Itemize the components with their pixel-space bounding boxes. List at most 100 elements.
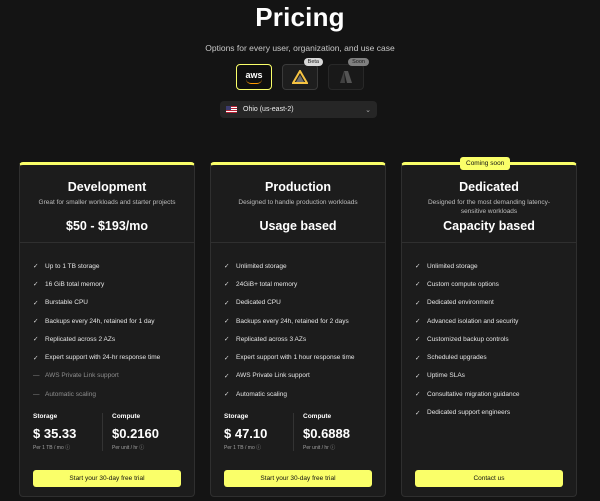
check-icon: ✓ — [33, 299, 39, 307]
contact-us-button[interactable]: Contact us — [415, 470, 563, 487]
check-icon: ✓ — [224, 281, 230, 289]
check-icon: ✓ — [33, 354, 39, 362]
check-icon: ✓ — [415, 281, 421, 289]
feature-item: ✓ Customized backup controls — [415, 335, 509, 344]
cost-breakdown: Storage $ 47.10 Per 1 TB / mo ⓘ Compute … — [224, 413, 372, 451]
check-icon: ✓ — [224, 391, 230, 399]
feature-item: ✓ Up to 1 TB storage — [33, 262, 100, 271]
plan-price: $50 - $193/mo — [66, 219, 148, 233]
feature-list: ✓ Up to 1 TB storage ✓ 16 GiB total memory… — [33, 257, 186, 403]
compute-value: $0.6888 — [303, 426, 350, 441]
check-icon: ✓ — [224, 263, 230, 271]
check-icon: ✓ — [224, 354, 230, 362]
storage-cost: Storage $ 47.10 Per 1 TB / mo ⓘ — [224, 413, 293, 451]
provider-gcp-button[interactable]: Beta — [282, 58, 323, 90]
check-icon: ✓ — [224, 372, 230, 380]
feature-item: ✓ Replicated across 3 AZs — [224, 335, 307, 344]
feature-item: ✓ Uptime SLAs — [415, 372, 465, 380]
divider — [402, 242, 576, 243]
feature-item: ✓ Unlimited storage — [415, 262, 478, 271]
check-icon: ✓ — [415, 354, 421, 362]
check-icon: ✓ — [415, 318, 421, 326]
plan-description: Designed for the most demanding latency-… — [427, 199, 551, 215]
plan-card-development: Development Great for smaller workloads … — [19, 162, 195, 497]
plan-card-dedicated: Coming soon Dedicated Designed for the m… — [401, 157, 577, 497]
feature-item: ✓ Custom compute options — [415, 280, 499, 289]
check-icon: ✓ — [33, 281, 39, 289]
compute-unit: Per unit / hr ⓘ — [112, 445, 145, 451]
storage-value: $ 35.33 — [33, 426, 77, 441]
check-icon: ✓ — [33, 336, 39, 344]
compute-cost: Compute $0.6888 Per unit / hr ⓘ — [293, 413, 372, 451]
plan-price: Usage based — [259, 219, 337, 233]
compute-unit: Per unit / hr ⓘ — [303, 445, 336, 451]
feature-item: ✓ Scheduled upgrades — [415, 354, 487, 362]
check-icon: ✓ — [33, 318, 39, 326]
dash-icon: — — [33, 390, 40, 398]
region-value: Ohio (us-east-2) — [243, 106, 294, 113]
divider — [211, 242, 385, 243]
compute-cost: Compute $0.2160 Per unit / hr ⓘ — [102, 413, 181, 451]
storage-value: $ 47.10 — [224, 426, 268, 441]
compute-value: $0.2160 — [112, 426, 159, 441]
feature-item: ✓ Consultative migration guidance — [415, 390, 520, 399]
feature-item: ✓ Expert support with 24-hr response time — [33, 354, 161, 362]
plan-name: Production — [265, 180, 331, 194]
storage-cost: Storage $ 35.33 Per 1 TB / mo ⓘ — [33, 413, 102, 451]
info-icon[interactable]: ⓘ — [256, 445, 262, 451]
feature-item: ✓ Automatic scaling — [224, 390, 287, 399]
info-icon[interactable]: ⓘ — [65, 445, 71, 451]
storage-label: Storage — [224, 413, 249, 420]
cloud-provider-selector: aws Beta Soon — [0, 58, 600, 90]
feature-item: ✓ Dedicated CPU — [224, 299, 281, 307]
check-icon: ✓ — [415, 409, 421, 417]
soon-badge: Soon — [348, 58, 369, 66]
feature-item: ✓ Unlimited storage — [224, 262, 287, 271]
compute-label: Compute — [303, 413, 332, 420]
storage-unit: Per 1 TB / mo ⓘ — [33, 445, 71, 451]
feature-item: ✓ Advanced isolation and security — [415, 317, 519, 326]
plan-name: Dedicated — [459, 180, 519, 194]
dash-icon: — — [33, 372, 40, 380]
feature-list: ✓ Unlimited storage ✓ Custom compute optio… — [415, 257, 568, 422]
provider-aws-button[interactable]: aws — [236, 64, 272, 90]
storage-label: Storage — [33, 413, 58, 420]
check-icon: ✓ — [415, 299, 421, 307]
storage-unit: Per 1 TB / mo ⓘ — [224, 445, 262, 451]
feature-item: ✓ Burstable CPU — [33, 299, 88, 307]
cost-breakdown: Storage $ 35.33 Per 1 TB / mo ⓘ Compute … — [33, 413, 181, 451]
us-flag-icon — [226, 106, 237, 113]
info-icon[interactable]: ⓘ — [139, 445, 145, 451]
plan-card-production: Production Designed to handle production… — [210, 162, 386, 497]
feature-item: ✓ Backups every 24h, retained for 1 day — [33, 317, 155, 326]
azure-icon — [340, 71, 352, 83]
chevron-down-icon: ⌄ — [365, 106, 371, 114]
check-icon: ✓ — [415, 391, 421, 399]
plan-description: Great for smaller workloads and starter … — [38, 199, 176, 206]
plan-price: Capacity based — [443, 219, 535, 233]
check-icon: ✓ — [224, 299, 230, 307]
feature-item: ✓ Expert support with 1 hour response tim… — [224, 354, 355, 362]
check-icon: ✓ — [33, 263, 39, 271]
region-select[interactable]: Ohio (us-east-2) ⌄ — [220, 101, 377, 118]
feature-item: ✓ Replicated across 2 AZs — [33, 335, 116, 344]
check-icon: ✓ — [415, 263, 421, 271]
feature-item: ✓ 16 GiB total memory — [33, 280, 105, 289]
feature-item-disabled: — AWS Private Link support — [33, 372, 119, 380]
provider-azure-button[interactable]: Soon — [328, 58, 369, 90]
start-trial-button[interactable]: Start your 30-day free trial — [224, 470, 372, 487]
divider — [20, 242, 194, 243]
feature-item: ✓ Dedicated environment — [415, 299, 494, 307]
check-icon: ✓ — [415, 336, 421, 344]
check-icon: ✓ — [224, 336, 230, 344]
plan-name: Development — [67, 180, 147, 194]
aws-icon: aws — [245, 70, 263, 84]
info-icon[interactable]: ⓘ — [330, 445, 336, 451]
page-subtitle: Options for every user, organization, an… — [205, 43, 395, 53]
gcp-icon — [292, 70, 308, 84]
check-icon: ✓ — [415, 372, 421, 380]
start-trial-button[interactable]: Start your 30-day free trial — [33, 470, 181, 487]
feature-item: ✓ Backups every 24h, retained for 2 days — [224, 317, 349, 326]
beta-badge: Beta — [303, 58, 323, 66]
page-title: Pricing — [255, 2, 345, 32]
